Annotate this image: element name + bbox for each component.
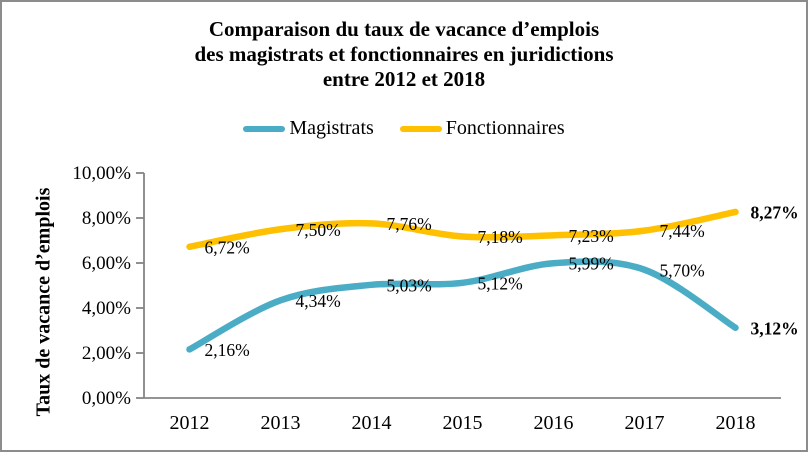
legend-item-fonctionnaires: Fonctionnaires: [399, 117, 565, 140]
y-tick-label: 10,00%: [72, 163, 131, 184]
fonctionnaires-data-label: 7,50%: [296, 220, 341, 240]
magistrats-data-label: 3,12%: [751, 318, 799, 338]
fonctionnaires-data-label: 6,72%: [205, 237, 250, 257]
y-tick-label: 8,00%: [82, 208, 131, 229]
chart-title-line-1: Comparaison du taux de vacance d’emplois: [208, 17, 600, 41]
x-category-label: 2015: [443, 412, 483, 434]
fonctionnaires-data-label: 7,18%: [478, 227, 523, 247]
x-category-label: 2012: [170, 412, 210, 434]
fonctionnaires-data-label: 7,76%: [387, 214, 432, 234]
x-category-label: 2018: [716, 412, 756, 434]
magistrats-data-label: 4,34%: [296, 291, 341, 311]
chart-title: Comparaison du taux de vacance d’emplois…: [2, 17, 806, 92]
x-category-label: 2013: [261, 412, 301, 434]
y-tick-label: 4,00%: [82, 298, 131, 319]
x-category-label: 2014: [352, 412, 392, 434]
legend-item-magistrats: Magistrats: [243, 117, 374, 140]
magistrats-data-label: 5,03%: [387, 275, 432, 295]
legend: Magistrats Fonctionnaires: [2, 117, 806, 140]
magistrats-data-label: 5,99%: [569, 254, 614, 274]
chart-title-line-2: des magistrats et fonctionnaires en juri…: [194, 42, 614, 66]
magistrats-line-marker-icon: [243, 125, 286, 132]
magistrats-data-label: 5,12%: [478, 273, 523, 293]
y-tick-label: 2,00%: [82, 343, 131, 364]
magistrats-line: [186, 258, 739, 353]
legend-label-fonctionnaires: Fonctionnaires: [445, 117, 565, 139]
magistrats-data-label: 2,16%: [205, 340, 250, 360]
fonctionnaires-line: [186, 208, 739, 251]
fonctionnaires-data-label: 7,44%: [660, 221, 705, 241]
legend-label-magistrats: Magistrats: [289, 117, 374, 139]
chart-title-line-3: entre 2012 et 2018: [322, 67, 486, 91]
x-category-label: 2016: [534, 412, 574, 434]
fonctionnaires-data-label: 7,23%: [569, 226, 614, 246]
y-tick-label: 0,00%: [82, 388, 131, 409]
magistrats-data-label: 5,70%: [660, 260, 705, 280]
fonctionnaires-data-label: 8,27%: [751, 202, 799, 222]
x-category-label: 2017: [625, 412, 665, 434]
y-tick-label: 6,00%: [82, 253, 131, 274]
fonctionnaires-line-marker-icon: [399, 125, 442, 132]
